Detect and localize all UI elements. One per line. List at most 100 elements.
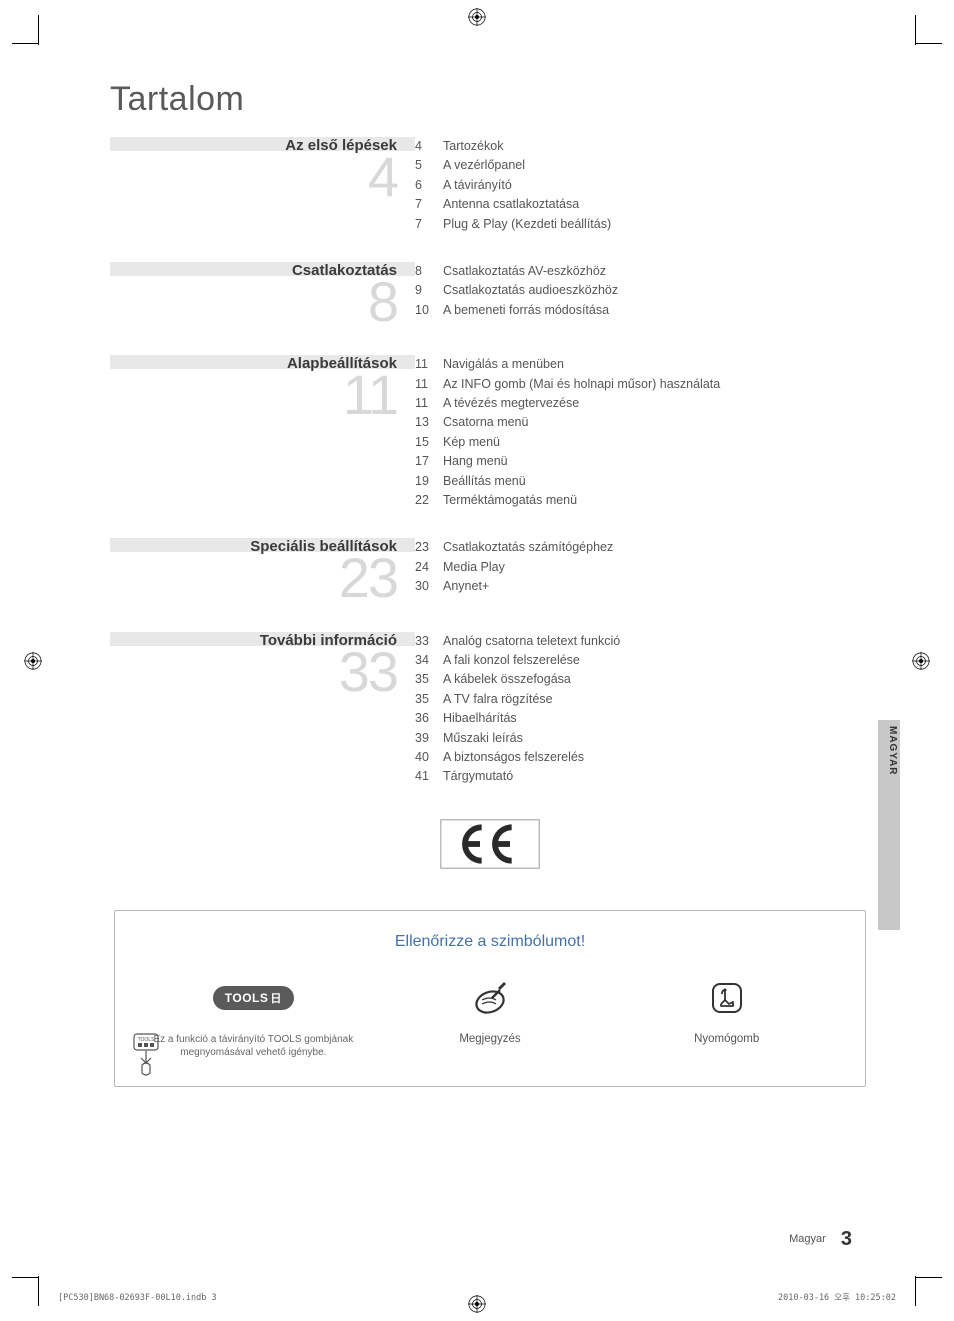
print-footer-left: [PC530]BN68-02693F-00L10.indb 3 [58,1293,217,1303]
toc-row: 5A vezérlőpanel [415,156,870,175]
tools-badge-suffix-icon: 日 [270,993,282,1005]
toc-label: A biztonságos felszerelés [443,748,870,767]
toc-label: A kábelek összefogása [443,670,870,689]
tools-badge-icon: TOOLS日 [145,977,362,1019]
toc-row: 22Terméktámogatás menü [415,491,870,510]
section-bignum: 33 [110,647,397,697]
toc-row: 11Navigálás a menüben [415,355,870,374]
section-bignum: 11 [110,370,397,420]
note-icon [382,977,599,1019]
toc-label: Navigálás a menüben [443,355,870,374]
toc-row: 41Tárgymutató [415,767,870,786]
crop-bl-h [12,1277,38,1278]
toc-page-num: 11 [415,394,443,413]
toc-label: Az INFO gomb (Mai és holnapi műsor) hasz… [443,375,870,394]
crop-tr [915,15,916,45]
toc-page-num: 30 [415,577,443,596]
toc-label: Hibaelhárítás [443,709,870,728]
toc-row: 34A fali konzol felszerelése [415,651,870,670]
toc-row: 15Kép menü [415,433,870,452]
footer-num: 3 [841,1228,852,1250]
toc-label: Beállítás menü [443,472,870,491]
reg-mark-left [24,652,42,670]
button-icon [618,977,835,1019]
toc-label: Kép menü [443,433,870,452]
toc-row: 40A biztonságos felszerelés [415,748,870,767]
toc-section: Csatlakoztatás 88Csatlakoztatás AV-eszköz… [110,262,870,327]
toc-page-num: 11 [415,375,443,394]
toc-page-num: 19 [415,472,443,491]
toc-row: 11Az INFO gomb (Mai és holnapi műsor) ha… [415,375,870,394]
toc-label: Csatorna menü [443,413,870,432]
toc-page-num: 40 [415,748,443,767]
toc-page-num: 36 [415,709,443,728]
footer-lang: Magyar [789,1233,826,1245]
side-tab-label: MAGYAR [887,726,898,776]
toc-label: A tévézés megtervezése [443,394,870,413]
toc-page-num: 11 [415,355,443,374]
toc-label: Media Play [443,558,870,577]
toc-label: A TV falra rögzítése [443,690,870,709]
crop-tr-h [916,43,942,44]
section-left: További információ33 [110,632,415,787]
toc-sections: Az első lépések44Tartozékok5A vezérlőpan… [110,137,870,787]
toc-page-num: 5 [415,156,443,175]
toc-row: 36Hibaelhárítás [415,709,870,728]
section-right: 11Navigálás a menüben11Az INFO gomb (Mai… [415,355,870,510]
section-heading: További információ [110,632,397,649]
toc-label: Anynet+ [443,577,870,596]
symbol-col-tools: TOOLS日 TOOLS Ez a funkció a távirányító … [135,977,372,1060]
toc-label: Hang menü [443,452,870,471]
section-left: Alapbeállítások11 [110,355,415,510]
toc-page-num: 10 [415,301,443,320]
note-label: Megjegyzés [382,1033,599,1045]
toc-section: Az első lépések44Tartozékok5A vezérlőpan… [110,137,870,234]
section-heading: Csatlakoztatás [110,262,397,279]
toc-row: 10A bemeneti forrás módosítása [415,301,870,320]
toc-label: Terméktámogatás menü [443,491,870,510]
reg-mark-right [912,652,930,670]
symbol-row: TOOLS日 TOOLS Ez a funkció a távirányító … [135,977,845,1060]
toc-row: 24Media Play [415,558,870,577]
toc-label: Antenna csatlakoztatása [443,195,870,214]
toc-row: 9Csatlakoztatás audioeszközhöz [415,281,870,300]
svg-text:TOOLS: TOOLS [138,1037,156,1043]
toc-label: A bemeneti forrás módosítása [443,301,870,320]
crop-tl [38,15,39,45]
toc-page-num: 7 [415,195,443,214]
crop-br [915,1276,916,1306]
toc-page-num: 7 [415,215,443,234]
toc-row: 33Analóg csatorna teletext funkció [415,632,870,651]
symbol-box-title: Ellenőrizze a szimbólumot! [135,933,845,951]
toc-row: 17Hang menü [415,452,870,471]
toc-row: 30Anynet+ [415,577,870,596]
toc-row: 11A tévézés megtervezése [415,394,870,413]
section-right: 8Csatlakoztatás AV-eszközhöz9Csatlakozta… [415,262,870,327]
toc-label: A fali konzol felszerelése [443,651,870,670]
toc-page-num: 17 [415,452,443,471]
toc-row: 7Plug & Play (Kezdeti beállítás) [415,215,870,234]
tools-key-icon: TOOLS [133,1033,167,1082]
toc-row: 6A távirányító [415,176,870,195]
toc-row: 4Tartozékok [415,137,870,156]
page-content: Tartalom Az első lépések44Tartozékok5A v… [110,80,870,1087]
toc-row: 35A TV falra rögzítése [415,690,870,709]
tools-sub-text: Ez a funkció a távirányító TOOLS gombján… [145,1033,362,1060]
button-label: Nyomógomb [618,1033,835,1045]
toc-row: 19Beállítás menü [415,472,870,491]
toc-row: 35A kábelek összefogása [415,670,870,689]
symbol-col-button: Nyomógomb [608,977,845,1045]
toc-page-num: 39 [415,729,443,748]
toc-page-num: 9 [415,281,443,300]
toc-label: Tárgymutató [443,767,870,786]
toc-page-num: 41 [415,767,443,786]
toc-page-num: 24 [415,558,443,577]
crop-br-h [916,1277,942,1278]
toc-page-num: 8 [415,262,443,281]
reg-mark-bottom [468,1295,486,1313]
toc-section: További információ3333Analóg csatorna te… [110,632,870,787]
footer-page: Magyar 3 [789,1228,852,1251]
toc-row: 7Antenna csatlakoztatása [415,195,870,214]
toc-page-num: 35 [415,670,443,689]
section-left: Az első lépések4 [110,137,415,234]
